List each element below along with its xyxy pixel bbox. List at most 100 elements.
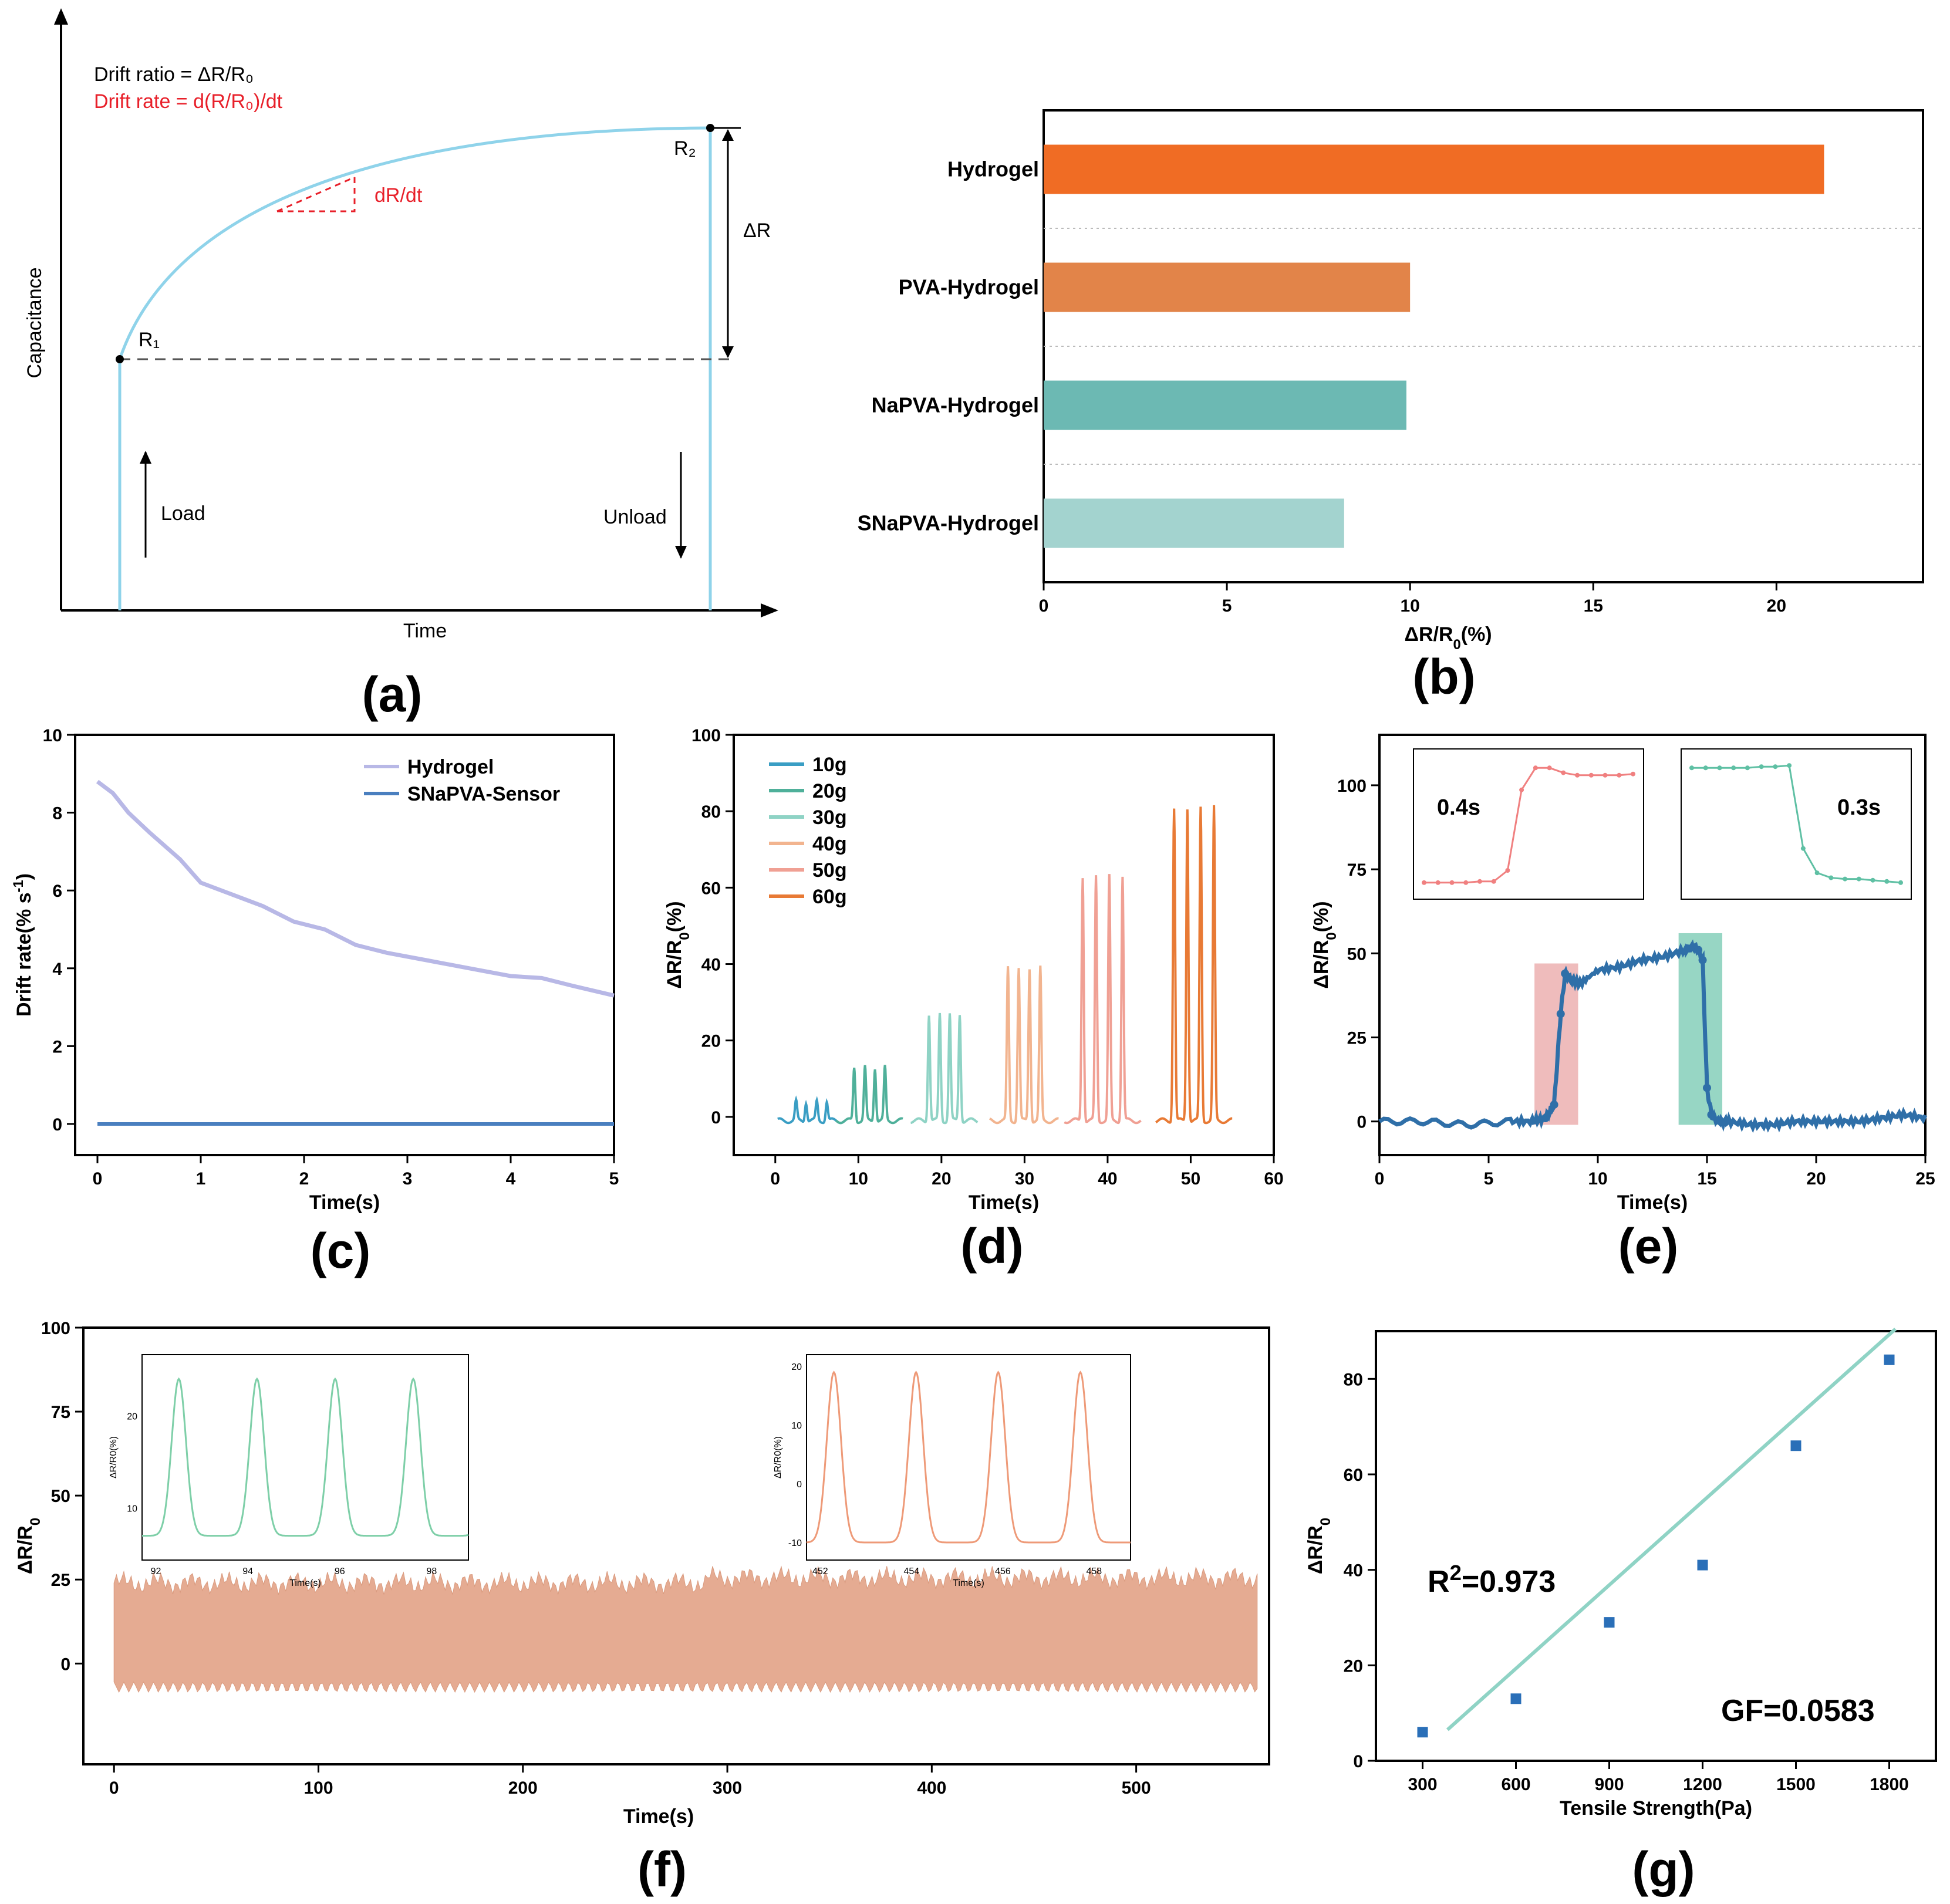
f-inset-xtick: 454	[903, 1567, 919, 1576]
e-ytick-label: 50	[1347, 944, 1367, 964]
c-ytick-label: 8	[52, 804, 62, 823]
a-capacitance-curve	[118, 126, 711, 360]
e-inset-point	[1533, 765, 1538, 771]
e-inset-point	[1491, 879, 1496, 884]
g-xtick-label: 300	[1408, 1775, 1437, 1794]
f-xtick-label: 300	[713, 1778, 742, 1798]
panel-label-c: (c)	[311, 1223, 371, 1278]
g-r2: R2=0.973	[1428, 1561, 1556, 1599]
f-inset-xtick: 456	[995, 1567, 1011, 1576]
f-ytick-label: 100	[41, 1319, 70, 1338]
d-legend-label: 20g	[812, 780, 847, 802]
e-inset-point	[1617, 772, 1622, 778]
g-xtick-label: 900	[1594, 1775, 1624, 1794]
c-xtick-label: 5	[609, 1169, 619, 1189]
g-data-point	[1604, 1617, 1615, 1628]
g-fit-line	[1446, 1328, 1897, 1731]
e-inset-point	[1759, 764, 1764, 769]
e-ylabel: ΔR/R0(%)	[1310, 901, 1340, 988]
e-inset-point	[1463, 880, 1469, 885]
d-ytick-label: 60	[701, 879, 721, 898]
f-inset-ytick: 20	[127, 1412, 137, 1422]
e-inset-point	[1814, 870, 1820, 876]
d-series-line	[989, 965, 1059, 1125]
e-inset-point	[1519, 787, 1524, 792]
a-drdt: dR/dt	[375, 184, 423, 207]
f-inset-xtick: 98	[426, 1567, 437, 1576]
e-inset-point	[1800, 846, 1806, 851]
d-series-line	[835, 1065, 903, 1125]
f-inset-xlabel: Time(s)	[289, 1578, 321, 1588]
e-inset: 0.3s	[1681, 748, 1912, 900]
c-xtick-label: 1	[196, 1169, 206, 1189]
a-tangent-line	[276, 176, 355, 212]
e-xtick-label: 5	[1484, 1169, 1494, 1189]
e-highlight-unload	[1678, 933, 1723, 1125]
f-inset-xtick: 458	[1086, 1567, 1102, 1576]
f-inset-xtick: 92	[151, 1567, 161, 1576]
d-series-line	[1155, 805, 1233, 1125]
panel-label-d: (d)	[960, 1218, 1023, 1274]
b-bar	[1044, 262, 1411, 312]
c-frame	[74, 734, 615, 1156]
g-data-point	[1417, 1727, 1428, 1738]
e-xtick-label: 15	[1697, 1169, 1716, 1189]
f-inset-frame	[806, 1354, 1131, 1561]
b-xtick-label: 0	[1039, 596, 1049, 616]
panel-label-b: (b)	[1412, 649, 1475, 704]
e-inset-point	[1602, 772, 1608, 778]
a-load-arrowhead	[140, 451, 151, 464]
f-inset-ytick: 0	[797, 1480, 802, 1490]
c-xlabel: Time(s)	[309, 1191, 380, 1214]
d-legend-label: 40g	[812, 833, 847, 855]
d-legend-label: 10g	[812, 754, 847, 776]
f-signal-band	[113, 1565, 1258, 1693]
panel-label-f: (f)	[637, 1842, 687, 1897]
g-xlabel: Tensile Strength(Pa)	[1560, 1797, 1752, 1819]
e-inset-point	[1773, 764, 1778, 769]
e-xtick-label: 0	[1375, 1169, 1385, 1189]
g-xtick-label: 1200	[1683, 1775, 1722, 1794]
e-inset-point	[1689, 765, 1694, 771]
e-inset-point	[1843, 876, 1848, 882]
c-legend-label: SNaPVA-Sensor	[407, 783, 560, 805]
b-xtick-label: 10	[1400, 596, 1419, 616]
a-unload: Unload	[603, 506, 667, 528]
d-series-line	[777, 1095, 846, 1125]
d-xtick-label: 30	[1015, 1169, 1034, 1189]
e-inset-point	[1856, 876, 1861, 882]
e-inset-frame	[1681, 748, 1912, 900]
e-inset-point	[1561, 770, 1566, 775]
chart-c: 0 1 2 3 4 5 0 2 4 6 8 10 Hydrogel SNaPVA-Sensor Time(s…	[11, 726, 619, 1214]
g-data-point	[1790, 1440, 1801, 1451]
e-inset-label: 0.3s	[1837, 795, 1881, 820]
c-xtick-label: 0	[93, 1169, 103, 1189]
d-ytick-label: 40	[701, 956, 721, 975]
e-inset-point	[1422, 880, 1426, 885]
f-inset-frame	[141, 1354, 469, 1561]
e-inset-line	[1692, 764, 1901, 884]
b-xtick-label: 5	[1222, 596, 1232, 616]
g-ylabel: ΔR/R0	[1304, 1518, 1334, 1574]
f-inset-xlabel: Time(s)	[953, 1578, 984, 1588]
e-ytick-label: 100	[1337, 777, 1367, 796]
chart-b: Hydrogel PVA-Hydrogel NaPVA-Hydrogel SNaPVA…	[858, 109, 1924, 653]
f-ytick-label: 75	[51, 1403, 70, 1422]
f-ytick-label: 0	[60, 1655, 70, 1674]
e-inset-line	[1424, 767, 1634, 884]
e-inset: 0.4s	[1413, 748, 1644, 900]
g-ytick-label: 60	[1344, 1466, 1363, 1485]
d-xlabel: Time(s)	[969, 1191, 1039, 1214]
e-inset-point	[1884, 879, 1890, 884]
f-inset: 92 94 96 98 10 20 Time(s) ΔR/R0(%)	[109, 1354, 469, 1588]
c-ytick-label: 0	[52, 1115, 62, 1135]
e-point	[1707, 1110, 1716, 1119]
e-point	[1694, 946, 1703, 954]
g-ytick-label: 20	[1344, 1656, 1363, 1676]
c-legend-label: Hydrogel	[407, 756, 494, 778]
e-point	[1703, 1083, 1711, 1092]
b-bar	[1044, 380, 1406, 430]
c-xtick-label: 2	[299, 1169, 309, 1189]
e-inset-point	[1575, 772, 1580, 778]
